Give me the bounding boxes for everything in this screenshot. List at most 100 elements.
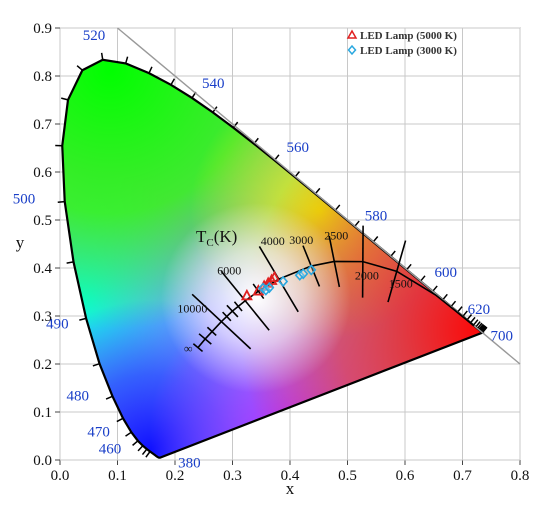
locus-tick: [462, 310, 468, 317]
wavelength-labels: 380 460 470 480 490 500 520 540 560 580 600 620 700: [13, 28, 513, 472]
data-point-triangle: [262, 276, 275, 288]
locus-tick: [124, 56, 129, 64]
wavelength-label: 480: [66, 388, 89, 404]
locus-tick: [116, 417, 124, 423]
locus-tick: [372, 236, 379, 243]
locus-tick: [334, 204, 341, 211]
locus-tick: [354, 220, 360, 227]
wavelength-label: 580: [365, 208, 388, 224]
y-axis-title: y: [16, 233, 25, 252]
isotemperature-line: [328, 235, 341, 288]
isotemperature-line: [233, 301, 243, 312]
cct-label: 3000: [289, 233, 313, 247]
locus-tick: [478, 323, 484, 331]
isotemperature-line: [226, 304, 239, 318]
locus-tick: [148, 66, 153, 74]
x-tick-label: 0.4: [281, 468, 300, 484]
wavelength-label: 460: [99, 442, 122, 458]
wavelength-label: 700: [490, 329, 513, 345]
data-point-diamond: [264, 281, 275, 294]
wavelength-label: 540: [202, 76, 225, 92]
data-point-diamond: [298, 268, 309, 280]
x-tick-label: 0.1: [108, 468, 127, 484]
cct-labels: 10000 6000 4000 3000 2500 2000 1500 ∞: [177, 228, 412, 355]
x-tick-label: 0.8: [511, 468, 530, 484]
cct-label: 4000: [261, 234, 285, 248]
locus-tick: [406, 263, 412, 271]
locus-tick: [170, 78, 176, 86]
x-axis-title: x: [286, 479, 295, 498]
locus-tick: [432, 285, 438, 292]
y-tick-label: 0.0: [33, 453, 52, 469]
tick-labels: 0.0 0.1 0.2 0.3 0.4 0.5 0.6 0.7 0.8 0.0 0.1 0.2 0.3 0…: [33, 21, 529, 484]
locus-tick: [479, 324, 485, 331]
isotemperature-line: [192, 343, 204, 353]
locus-tick: [66, 261, 74, 264]
data-point-triangle: [240, 288, 253, 301]
locus-tick: [457, 306, 463, 313]
data-point-diamond: [260, 284, 271, 296]
locus-tick: [475, 321, 481, 328]
tc-label-sub: C: [206, 237, 213, 249]
locus-tick: [76, 65, 83, 71]
locus-tick: [125, 431, 132, 437]
wavelength-label: 620: [468, 302, 491, 318]
y-tick-label: 0.7: [33, 117, 52, 133]
x-tick-label: 0.0: [51, 468, 70, 484]
locus-tick: [145, 451, 151, 458]
locus-tick: [314, 187, 321, 195]
wavelength-label: 470: [87, 424, 110, 440]
cct-label: 2500: [324, 228, 348, 242]
locus-tick: [57, 200, 65, 203]
cct-label: 6000: [217, 264, 241, 278]
locus-tick: [105, 395, 113, 400]
locus-tick: [469, 316, 476, 324]
locus-tick: [100, 52, 104, 60]
wavelength-label: 560: [287, 140, 310, 156]
isotemperature-line: [191, 293, 252, 350]
locus-tick: [442, 293, 448, 301]
cct-label: 1500: [389, 276, 413, 290]
x-tick-label: 0.5: [338, 468, 357, 484]
data-point-triangle: [265, 273, 278, 285]
data-point-diamond: [278, 275, 289, 288]
legend-label: LED Lamp (5000 K): [360, 30, 457, 42]
locus-tick: [92, 362, 100, 367]
locus-tick: [419, 275, 426, 282]
wavelength-label: 490: [46, 316, 68, 332]
locus-tick: [472, 319, 479, 326]
y-tick-label: 0.6: [33, 165, 52, 181]
locus-tick: [137, 445, 144, 452]
legend: LED Lamp (5000 K) LED Lamp (3000 K): [346, 29, 457, 57]
data-point-diamond: [306, 264, 317, 276]
y-tick-label: 0.5: [33, 213, 52, 229]
cct-label: 2000: [355, 269, 379, 283]
x-tick-label: 0.6: [396, 468, 415, 484]
isotemperature-line: [198, 333, 212, 345]
locus-tick: [132, 440, 139, 446]
x-tick-label: 0.7: [453, 468, 472, 484]
locus-tick: [61, 97, 69, 101]
cct-label: ∞: [184, 342, 193, 356]
data-points: [240, 264, 317, 301]
locus-tick: [481, 326, 488, 334]
y-tick-label: 0.4: [33, 261, 52, 277]
x-tick-label: 0.3: [223, 468, 242, 484]
locus-tick: [476, 322, 483, 329]
wavelength-label: 520: [83, 28, 106, 44]
wavelength-ticks: [55, 52, 488, 458]
locus-tick: [466, 313, 473, 321]
legend-label: LED Lamp (3000 K): [360, 45, 457, 57]
wavelength-label: 380: [178, 456, 201, 472]
legend-marker: [347, 44, 357, 56]
isotemperature-line: [222, 311, 232, 322]
tc-label-main: T: [196, 227, 207, 246]
locus-tick: [232, 121, 239, 129]
wavelength-label: 500: [13, 192, 36, 208]
x-tick-label: 0.2: [166, 468, 185, 484]
y-tick-label: 0.1: [33, 405, 52, 421]
isotemperature-line: [387, 240, 407, 303]
isotemperature-line: [220, 270, 270, 331]
